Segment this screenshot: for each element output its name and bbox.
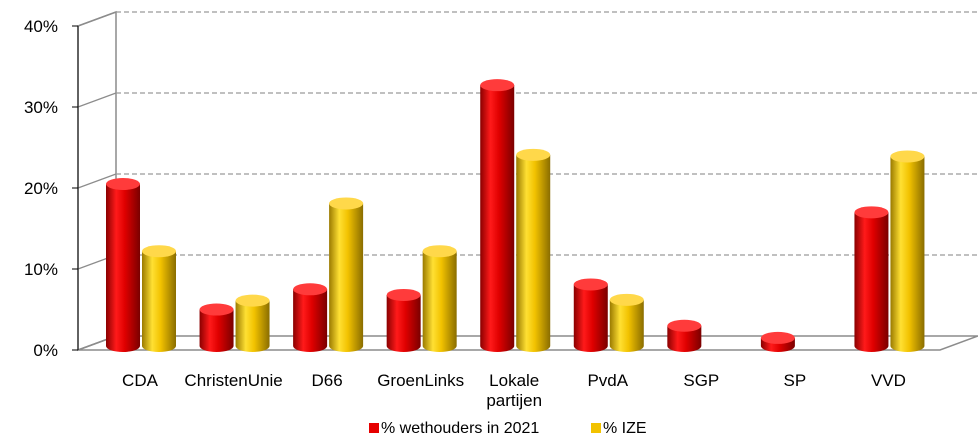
y-tick-label: 0% bbox=[33, 341, 58, 360]
bar-ize-1 bbox=[235, 294, 270, 352]
x-tick-label: partijen bbox=[486, 391, 542, 410]
bar-top bbox=[235, 294, 270, 307]
legend-label-wethouders: % wethouders in 2021 bbox=[381, 420, 539, 437]
bar-body bbox=[235, 300, 270, 352]
floor bbox=[77, 335, 978, 351]
bar-body bbox=[667, 325, 702, 352]
bar-body bbox=[293, 289, 328, 352]
bar-ize-3 bbox=[422, 245, 457, 352]
bar-ize-5 bbox=[609, 293, 644, 352]
y-tick-label: 20% bbox=[24, 179, 58, 198]
y-tick-label: 10% bbox=[24, 260, 58, 279]
x-tick-label: CDA bbox=[122, 371, 159, 390]
bar-top bbox=[329, 197, 364, 210]
legend-swatch-wethouders bbox=[369, 423, 379, 433]
bar-body bbox=[480, 85, 515, 353]
bar-body bbox=[854, 212, 889, 352]
bar-body bbox=[142, 251, 176, 352]
bar-body bbox=[106, 184, 140, 352]
bar-wethouders-7 bbox=[760, 331, 795, 352]
legend-label-ize: % IZE bbox=[603, 420, 647, 437]
x-tick-label: SP bbox=[784, 371, 807, 390]
bar-body bbox=[516, 154, 551, 352]
bar-body bbox=[386, 294, 421, 352]
x-tick-label: PvdA bbox=[587, 371, 628, 390]
y-axis: 0% 10% 20% 30% 40% bbox=[24, 17, 79, 360]
bar-wethouders-5 bbox=[573, 278, 608, 352]
bar-body bbox=[422, 251, 457, 352]
bar-wethouders-8 bbox=[854, 206, 889, 352]
bar-top bbox=[106, 178, 140, 190]
bar-wethouders-4 bbox=[480, 79, 515, 353]
legend-swatch-ize bbox=[591, 423, 601, 433]
bar-body bbox=[890, 156, 925, 352]
side-grid-line bbox=[77, 173, 117, 189]
bar-top bbox=[890, 150, 925, 163]
bar-wethouders-6 bbox=[667, 319, 702, 352]
bar-top bbox=[142, 245, 176, 258]
bar-top bbox=[199, 303, 234, 316]
bar-top bbox=[667, 319, 702, 332]
bar-top bbox=[854, 206, 889, 219]
x-axis-labels: CDA ChristenUnie D66 GroenLinks Lokalepartij… bbox=[122, 371, 906, 410]
bar-body bbox=[199, 309, 234, 352]
bars bbox=[106, 79, 925, 353]
y-tick-label: 40% bbox=[24, 17, 58, 36]
bar-wethouders-1 bbox=[199, 303, 234, 352]
bar-top bbox=[609, 293, 644, 306]
bar-top bbox=[573, 278, 608, 291]
bar-ize-8 bbox=[890, 150, 925, 352]
x-tick-label: Lokale bbox=[489, 371, 539, 390]
bar-top bbox=[422, 245, 457, 258]
x-tick-label: GroenLinks bbox=[377, 371, 464, 390]
bar-ize-2 bbox=[329, 197, 364, 352]
bar-body bbox=[573, 284, 608, 352]
x-tick-label: D66 bbox=[312, 371, 343, 390]
bar-wethouders-0 bbox=[106, 178, 140, 352]
bar-ize-4 bbox=[516, 148, 551, 352]
bar-top bbox=[293, 283, 328, 296]
bar-body bbox=[609, 299, 644, 352]
side-grid-line bbox=[77, 11, 117, 27]
side-grid-line bbox=[77, 92, 117, 108]
x-tick-label: VVD bbox=[871, 371, 906, 390]
legend: % wethouders in 2021 % IZE bbox=[369, 420, 647, 437]
bar-wethouders-3 bbox=[386, 288, 421, 352]
bar-wethouders-2 bbox=[293, 283, 328, 352]
x-tick-label: SGP bbox=[683, 371, 719, 390]
bar-top bbox=[760, 331, 795, 344]
bar-ize-0 bbox=[142, 245, 176, 352]
bar-top bbox=[480, 79, 515, 92]
bar-body bbox=[329, 203, 364, 352]
bar-top bbox=[386, 288, 421, 301]
y-tick-label: 30% bbox=[24, 98, 58, 117]
bar-top bbox=[516, 148, 551, 161]
x-tick-label: ChristenUnie bbox=[184, 371, 282, 390]
